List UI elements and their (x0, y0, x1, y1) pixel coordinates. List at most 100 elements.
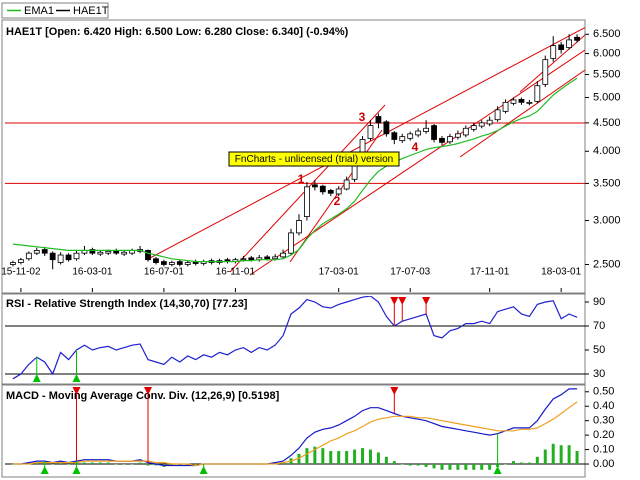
histogram-bar (408, 464, 412, 466)
histogram-bar (154, 464, 158, 466)
candle-body (510, 99, 517, 104)
histogram-bar (170, 464, 174, 466)
candle-body (343, 179, 350, 190)
histogram-bar (527, 462, 531, 465)
histogram-bar (130, 464, 134, 465)
histogram-bar (90, 462, 94, 465)
histogram-bar (424, 464, 428, 467)
candle-body (431, 125, 437, 140)
plot-area (5, 388, 585, 470)
y-tick-label: 6.000 (593, 47, 621, 59)
candle-body (415, 130, 422, 136)
x-tick-label: 17-03-01 (319, 267, 359, 278)
candle-body (264, 256, 271, 260)
x-tick-label: 16-07-01 (144, 267, 184, 278)
candle-body (486, 119, 493, 125)
histogram-bar (504, 464, 508, 465)
histogram-bar (432, 464, 436, 469)
candle-body (470, 125, 477, 130)
y-tick-label: 0.50 (593, 386, 614, 398)
histogram-bar (392, 461, 396, 465)
y-tick-label: 0.00 (593, 458, 614, 470)
histogram-bar (313, 446, 317, 465)
candle-body (121, 251, 128, 255)
candle-body (25, 252, 32, 260)
candle-body (184, 262, 191, 265)
histogram-bar (440, 464, 444, 470)
histogram-bar (551, 443, 555, 465)
x-tick-label: 15-11-02 (1, 267, 41, 278)
trend-line (459, 69, 585, 158)
histogram-bar (345, 451, 349, 465)
histogram-bar (384, 456, 388, 465)
histogram-bar (114, 464, 118, 465)
trend-line (249, 49, 585, 276)
histogram-bar (448, 464, 452, 470)
annotation: 1 (298, 172, 305, 186)
candle-body (518, 99, 525, 103)
histogram-bar (543, 449, 547, 465)
histogram-bar (82, 462, 86, 465)
rsi-line (12, 296, 578, 380)
histogram-bar (329, 451, 333, 465)
y-tick-label: 0.40 (593, 400, 614, 412)
y-tick-label: 6.500 (593, 28, 621, 40)
candle-body (454, 133, 461, 138)
histogram-bar (51, 464, 55, 465)
candle-body (439, 137, 445, 143)
annotation: 3 (359, 110, 366, 124)
candle-body (240, 258, 247, 261)
histogram-bar (67, 464, 71, 465)
candle-body (57, 254, 64, 263)
buy-signal (493, 466, 502, 474)
macd-line (12, 388, 578, 467)
candle-body (399, 136, 406, 142)
histogram-bar (559, 445, 563, 465)
histogram-bar (321, 448, 325, 465)
rsi-title: RSI - Relative Strength Index (14,30,70)… (6, 298, 248, 310)
watermark: FnCharts - unlicensed (trial) version (228, 151, 400, 167)
histogram-bar (511, 461, 515, 465)
sell-signal (144, 387, 153, 395)
legend (1, 2, 109, 19)
histogram-bar (337, 451, 341, 465)
candle-body (462, 127, 469, 136)
candle-body (494, 109, 501, 121)
candle-body (407, 133, 414, 139)
candle-body (161, 261, 167, 265)
sell-signal (390, 387, 399, 395)
histogram-bar (519, 462, 523, 465)
candle-body (65, 254, 72, 261)
price-info: HAE1T [Open: 6.420 High: 6.500 Low: 6.28… (6, 26, 349, 38)
candle-body (526, 101, 533, 104)
histogram-bar (35, 462, 39, 465)
histogram-bar (456, 464, 460, 470)
histogram-bar (194, 464, 198, 465)
histogram-bar (297, 453, 301, 465)
candle-body (447, 136, 453, 143)
candle-body (176, 261, 183, 265)
candle-body (311, 184, 318, 188)
y-tick-label: 30 (593, 368, 605, 380)
annotation: 4 (412, 140, 419, 154)
y-tick-label: 3.000 (593, 214, 621, 226)
candle-body (288, 232, 294, 254)
candle-body (367, 125, 374, 139)
candle-body (296, 220, 302, 234)
candle-body (168, 262, 175, 265)
histogram-bar (353, 449, 357, 465)
trend-line (149, 27, 585, 259)
ema-line (12, 77, 578, 263)
candle-body (335, 188, 342, 195)
y-tick-label: 70 (593, 320, 605, 332)
candle-body (33, 250, 40, 254)
y-tick-label: 2.500 (593, 258, 621, 270)
candle-body (97, 251, 104, 255)
histogram-bar (106, 462, 110, 465)
candle-body (248, 257, 255, 261)
candle-body (574, 36, 580, 41)
histogram-bar (535, 456, 539, 465)
signal-line (12, 401, 578, 467)
histogram-bar (305, 448, 309, 465)
